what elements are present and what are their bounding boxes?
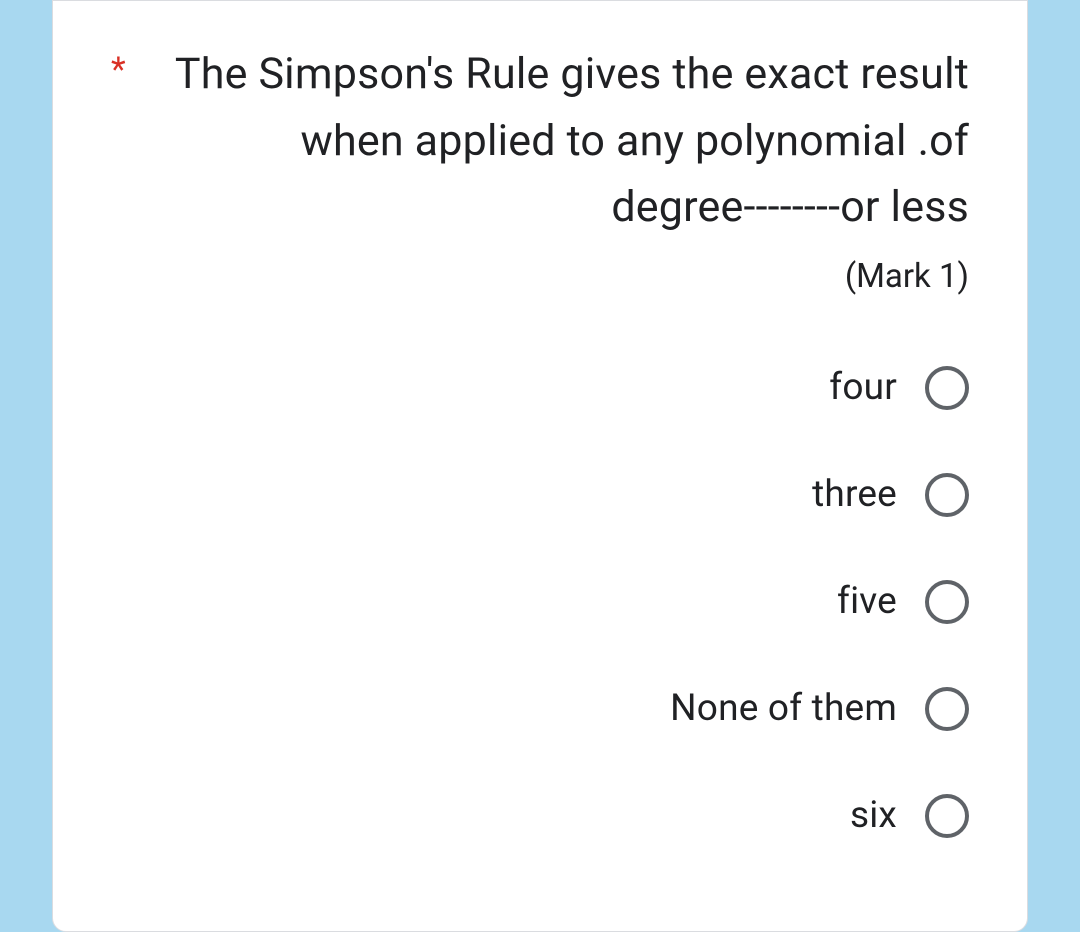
option-none-of-them[interactable]: None of them bbox=[111, 687, 969, 731]
options-group: four three five None of them six bbox=[111, 366, 969, 838]
required-asterisk: * bbox=[111, 41, 147, 87]
option-four[interactable]: four bbox=[111, 366, 969, 410]
radio-icon[interactable] bbox=[925, 794, 969, 838]
option-six[interactable]: six bbox=[111, 794, 969, 838]
question-card: * The Simpson's Rule gives the exact res… bbox=[52, 0, 1028, 932]
question-block: * The Simpson's Rule gives the exact res… bbox=[111, 41, 969, 296]
question-text-wrap: The Simpson's Rule gives the exact resul… bbox=[147, 41, 969, 296]
question-text: The Simpson's Rule gives the exact resul… bbox=[147, 41, 969, 241]
option-three[interactable]: three bbox=[111, 473, 969, 517]
radio-icon[interactable] bbox=[925, 366, 969, 410]
option-label: three bbox=[812, 473, 897, 516]
option-five[interactable]: five bbox=[111, 580, 969, 624]
question-mark-label: (Mark 1) bbox=[147, 257, 969, 296]
option-label: four bbox=[829, 366, 897, 409]
option-label: None of them bbox=[670, 687, 897, 730]
option-label: five bbox=[837, 580, 897, 623]
radio-icon[interactable] bbox=[925, 687, 969, 731]
option-label: six bbox=[850, 794, 897, 837]
radio-icon[interactable] bbox=[925, 580, 969, 624]
radio-icon[interactable] bbox=[925, 473, 969, 517]
